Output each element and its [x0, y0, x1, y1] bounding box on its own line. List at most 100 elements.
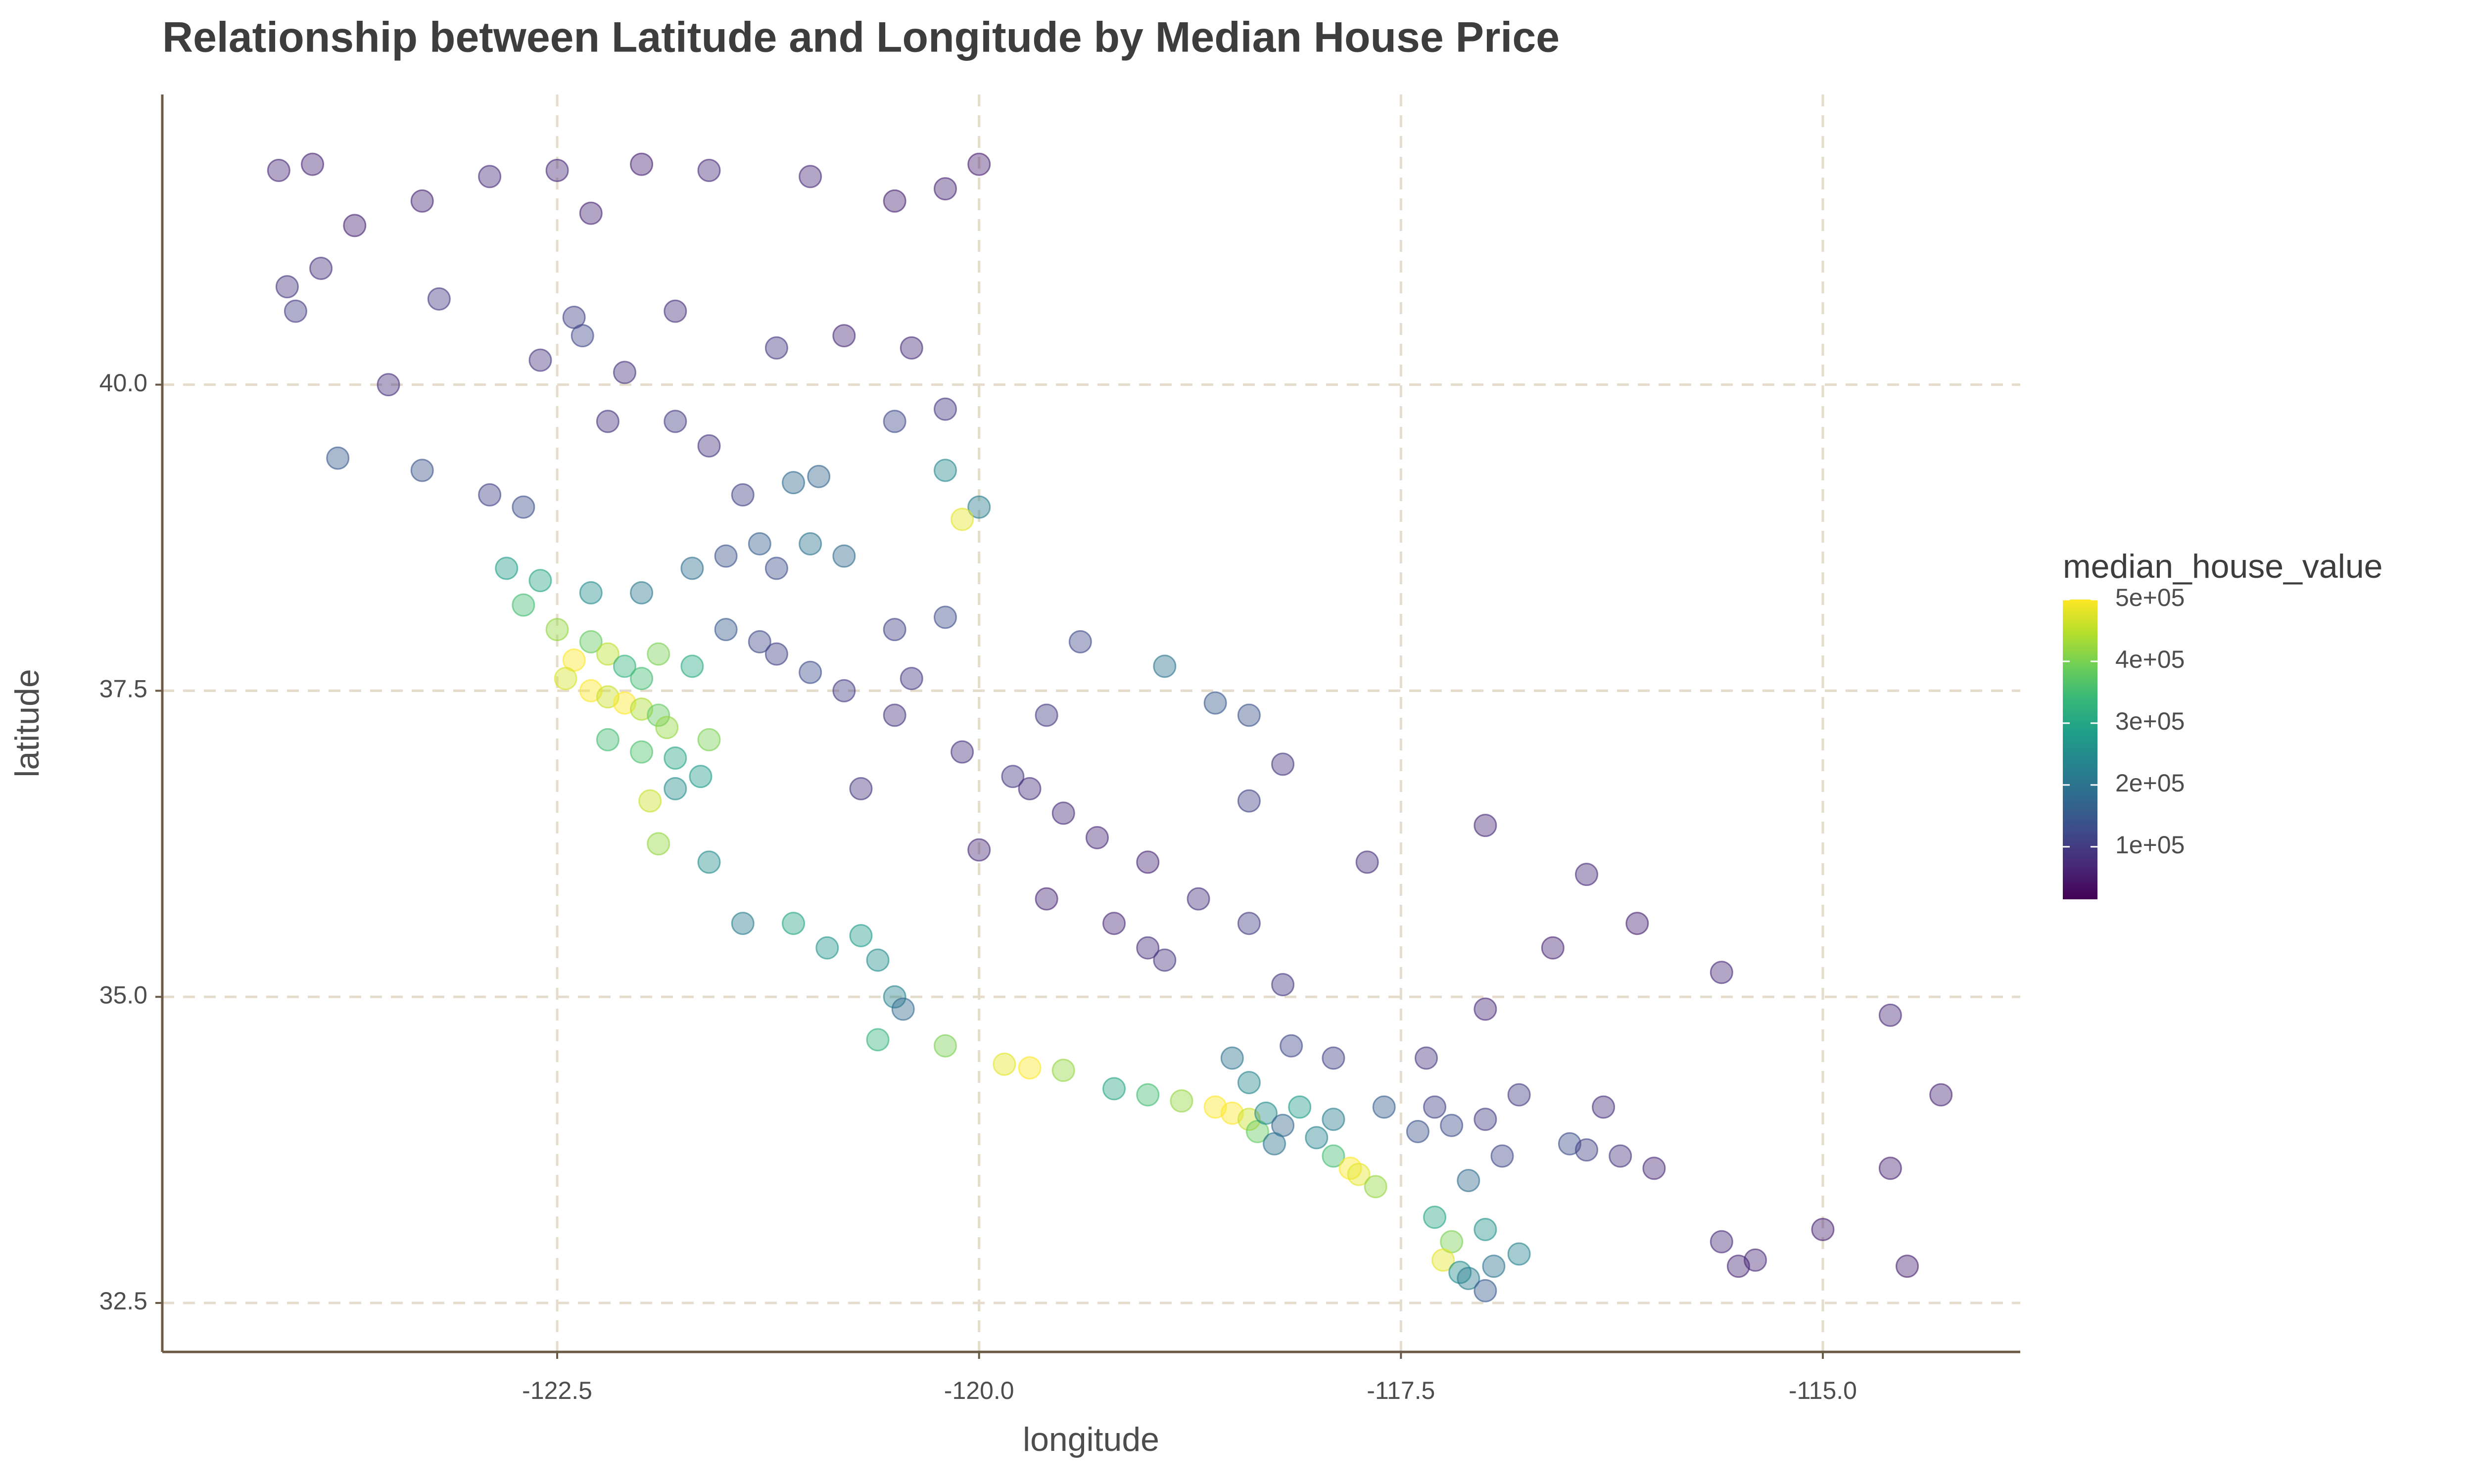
- point: [1187, 887, 1210, 911]
- point: [647, 832, 670, 856]
- y-tick-label: 35.0: [99, 981, 147, 1009]
- point: [697, 158, 721, 182]
- point: [1001, 765, 1025, 788]
- colorbar: [2063, 600, 2097, 899]
- point: [883, 618, 906, 642]
- point: [1305, 1126, 1329, 1150]
- point: [1474, 1279, 1497, 1302]
- point: [1136, 936, 1160, 960]
- point: [1574, 1138, 1598, 1162]
- point: [782, 471, 806, 495]
- point: [1355, 850, 1379, 874]
- point: [1220, 1046, 1244, 1070]
- axes: -122.5 -120.0 -117.5 -115.0 32.5 35.0 37.5 40.0: [99, 94, 2020, 1404]
- point: [764, 556, 788, 580]
- point: [697, 850, 721, 874]
- point: [1541, 936, 1565, 960]
- point: [1423, 1206, 1447, 1229]
- point: [1280, 1034, 1303, 1058]
- point: [664, 746, 687, 770]
- point: [697, 728, 721, 751]
- point: [343, 214, 367, 237]
- point: [1440, 1113, 1464, 1137]
- point: [1457, 1168, 1480, 1192]
- point: [933, 605, 957, 629]
- point: [1474, 1217, 1497, 1241]
- point: [1474, 1108, 1497, 1131]
- point: [1457, 1266, 1480, 1290]
- point: [410, 459, 434, 482]
- point: [545, 618, 569, 642]
- legend: 1e+05 2e+05 3e+05 4e+05 5e+05: [2063, 584, 2185, 899]
- point: [1136, 850, 1160, 874]
- point: [1423, 1095, 1447, 1119]
- y-tick-label: 32.5: [99, 1287, 147, 1315]
- point: [900, 336, 923, 360]
- point: [1364, 1175, 1387, 1199]
- point: [1085, 826, 1109, 849]
- point: [664, 410, 687, 433]
- point: [883, 703, 906, 727]
- point: [951, 740, 974, 764]
- point: [680, 654, 704, 678]
- point: [664, 777, 687, 800]
- point: [309, 256, 333, 280]
- point: [545, 158, 569, 182]
- point: [799, 532, 822, 556]
- point: [528, 348, 552, 372]
- point: [1102, 912, 1126, 935]
- point: [427, 287, 451, 311]
- point: [1051, 801, 1075, 825]
- point: [655, 716, 679, 740]
- point: [1414, 1046, 1438, 1070]
- point: [512, 593, 535, 617]
- point: [495, 556, 519, 580]
- x-tick-label: -117.5: [1367, 1377, 1435, 1404]
- point: [1136, 1083, 1160, 1107]
- y-axis-title: latitude: [8, 669, 46, 777]
- y-tick-label: 40.0: [99, 369, 147, 397]
- point: [284, 299, 307, 323]
- chart-title: Relationship between Latitude and Longit…: [162, 14, 1560, 61]
- point: [512, 495, 535, 519]
- point: [571, 324, 594, 348]
- point: [849, 777, 873, 800]
- point: [1507, 1083, 1531, 1107]
- point: [301, 152, 325, 176]
- point: [377, 373, 400, 397]
- point: [1102, 1077, 1126, 1101]
- point: [832, 324, 856, 348]
- point: [1895, 1254, 1919, 1278]
- point: [630, 581, 654, 604]
- point: [951, 508, 974, 531]
- point: [1929, 1083, 1953, 1107]
- point: [1237, 1070, 1261, 1094]
- legend-title: median_house_value: [2063, 548, 2383, 585]
- point: [647, 703, 670, 727]
- point: [933, 177, 957, 201]
- point: [596, 642, 619, 666]
- point: [1271, 973, 1295, 996]
- point: [1431, 1248, 1455, 1272]
- point: [933, 397, 957, 421]
- point: [1322, 1046, 1345, 1070]
- point: [1507, 1242, 1531, 1266]
- point: [1372, 1095, 1396, 1119]
- point: [799, 165, 822, 188]
- point: [1263, 1132, 1286, 1156]
- point: [647, 642, 670, 666]
- point: [326, 446, 350, 470]
- point: [410, 189, 434, 213]
- x-tick-label: -120.0: [944, 1377, 1014, 1404]
- colorbar-label: 4e+05: [2115, 646, 2185, 673]
- point: [764, 336, 788, 360]
- point: [849, 924, 873, 947]
- colorbar-label: 5e+05: [2115, 584, 2185, 611]
- point: [731, 912, 755, 935]
- point: [1474, 997, 1497, 1021]
- point: [664, 299, 687, 323]
- point: [1642, 1157, 1666, 1180]
- point: [1574, 863, 1598, 886]
- point: [714, 544, 738, 568]
- point: [832, 544, 856, 568]
